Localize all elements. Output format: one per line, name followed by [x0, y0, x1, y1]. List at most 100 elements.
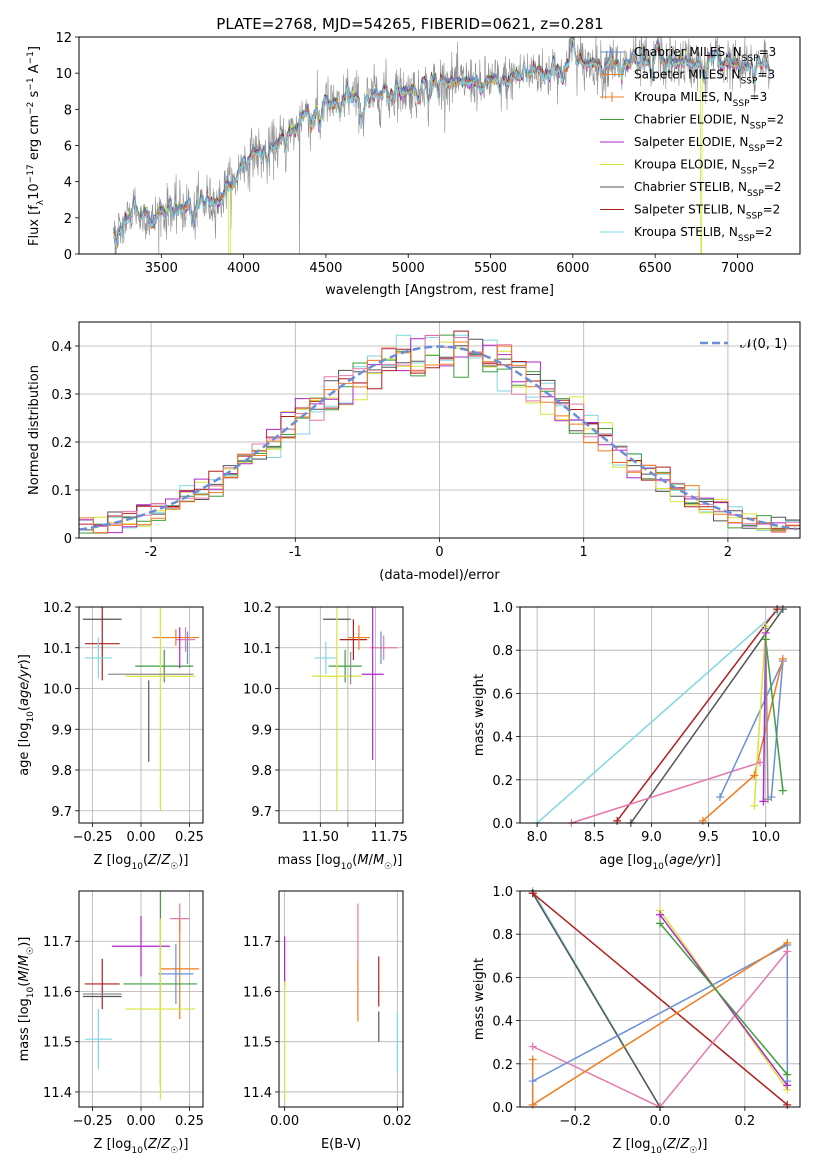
weight-marker	[528, 1055, 537, 1064]
histogram-series	[79, 334, 800, 533]
x-tick-label: −0.25	[73, 1114, 113, 1129]
y-axis-label: age [log10(age/yr)]	[17, 654, 36, 776]
legend-label: Chabrier STELIB, NSSP=2	[634, 180, 782, 199]
panel-5: 8.0 8.5 9.0 9.5 10.0 0.0 0.2 0.4 0.6 0.8 1.0 age [l…	[472, 601, 801, 872]
panel-4: 11.50 11.75 9.7 9.8 9.9 10.0 10.1 10.2 mass [log…	[243, 601, 408, 872]
weight-marker	[778, 605, 787, 614]
plot-area-6	[79, 891, 203, 1107]
plot-area-4	[279, 607, 403, 823]
weight-line	[719, 660, 784, 798]
y-tick-label: 0.0	[492, 1101, 513, 1116]
x-tick-label: 0.2	[735, 1114, 756, 1129]
x-axis-label: wavelength [Angstrom, rest frame]	[325, 283, 554, 298]
weight-marker	[656, 919, 664, 928]
y-axis-label: mass [log10(M/M☉)]	[17, 937, 36, 1062]
axes-frame	[278, 890, 404, 1108]
y-tick-label: 10.0	[243, 683, 272, 698]
x-axis-label: age [log10(age/yr)]	[599, 853, 721, 872]
histogram-series	[79, 330, 800, 530]
y-tick-label: 9.9	[251, 723, 272, 738]
x-tick-label: 6500	[639, 261, 672, 276]
y-tick-label: 11.4	[243, 1086, 272, 1101]
weight-marker	[716, 793, 724, 802]
x-tick-label: 9.5	[698, 830, 719, 845]
x-tick-label: 3500	[145, 261, 178, 276]
legend-label: Salpeter MILES, NSSP=3	[634, 68, 775, 87]
histogram-series	[79, 341, 800, 534]
x-tick-label: -1	[289, 545, 302, 560]
y-tick-label: 10	[55, 67, 72, 82]
y-tick-label: 11.5	[43, 1036, 72, 1051]
legend: Chabrier MILES, NSSP=3 Salpeter MILES, NS…	[600, 45, 784, 244]
weight-marker	[528, 1077, 537, 1086]
weight-marker	[528, 1100, 537, 1109]
y-tick-label: 0.0	[492, 817, 513, 832]
x-tick-label: −0.25	[73, 830, 113, 845]
weight-marker	[783, 1081, 792, 1090]
weight-line	[764, 628, 769, 800]
y-tick-label: 9.9	[51, 723, 72, 738]
y-axis-label: Flux [fλ10−17 erg cm−2 s−1 A−1]	[26, 46, 46, 246]
x-tick-label: 1	[580, 545, 588, 560]
y-tick-label: 11.6	[43, 985, 72, 1000]
normal-reference-curve	[79, 345, 798, 531]
y-tick-label: 10.1	[243, 642, 272, 657]
y-tick-label: 10.1	[43, 642, 72, 657]
y-tick-label: 10.2	[43, 601, 72, 616]
panel-2: -2 -1 0 1 2 0 0.1 0.2 0.3 0.4 (data-model)/error No…	[27, 321, 801, 583]
y-tick-label: 11.7	[43, 935, 72, 950]
y-tick-label: 0.4	[492, 731, 513, 746]
weight-line	[532, 951, 788, 1107]
y-tick-label: 10.2	[243, 601, 272, 616]
legend: 𝒩(0, 1)	[700, 337, 787, 352]
x-tick-label: 7000	[721, 261, 754, 276]
y-tick-label: 2	[64, 212, 72, 227]
y-tick-label: 1.0	[492, 885, 513, 900]
x-tick-label: −0.2	[559, 1114, 591, 1129]
model-spectrum	[113, 38, 771, 248]
y-tick-label: 0.6	[492, 687, 513, 702]
y-tick-label: 0	[64, 532, 72, 547]
y-tick-label: 11.7	[243, 935, 272, 950]
panel-6: −0.25 0.00 0.25 11.4 11.5 11.6 11.7 Z [log10(Z/…	[17, 890, 204, 1156]
y-tick-label: 0.6	[492, 971, 513, 986]
weight-line	[762, 632, 767, 802]
y-tick-label: 1.0	[492, 601, 513, 616]
weight-marker	[613, 816, 622, 825]
x-tick-label: 0	[435, 545, 443, 560]
x-axis-label: mass [log10(M/M☉)]	[278, 853, 403, 872]
x-tick-label: 6000	[556, 261, 589, 276]
plot-area-2	[79, 322, 800, 538]
y-tick-label: 0.2	[492, 774, 513, 789]
y-tick-label: 0.4	[492, 1015, 513, 1030]
x-tick-label: 0.02	[383, 1114, 412, 1129]
x-axis-label: Z [log10(Z/Z☉)]	[94, 853, 189, 872]
y-tick-label: 0.8	[492, 928, 513, 943]
y-tick-label: 8	[64, 103, 72, 118]
weight-marker	[528, 889, 537, 898]
y-tick-label: 0.4	[51, 340, 72, 355]
x-tick-label: 5000	[392, 261, 425, 276]
weight-marker	[698, 816, 707, 825]
weight-line	[630, 608, 784, 823]
axes-frame	[519, 606, 801, 824]
legend-label: Salpeter ELODIE, NSSP=2	[634, 135, 783, 154]
y-axis-label: mass weight	[472, 674, 487, 756]
legend-label: Kroupa MILES, NSSP=3	[634, 90, 767, 109]
y-tick-label: 4	[64, 176, 72, 191]
x-tick-label: -2	[145, 545, 158, 560]
weight-marker	[656, 910, 664, 919]
legend-label: 𝒩(0, 1)	[740, 337, 787, 352]
y-tick-label: 0	[64, 248, 72, 263]
x-axis-label: E(B-V)	[321, 1137, 361, 1152]
y-tick-label: 9.7	[251, 805, 272, 820]
weight-marker	[750, 801, 759, 810]
x-tick-label: 0.25	[175, 1114, 204, 1129]
weight-marker	[778, 654, 787, 663]
weight-line	[532, 892, 788, 1106]
x-tick-label: 10.0	[751, 830, 780, 845]
axes-frame	[278, 606, 404, 824]
x-axis-label: Z [log10(Z/Z☉)]	[613, 1137, 708, 1156]
